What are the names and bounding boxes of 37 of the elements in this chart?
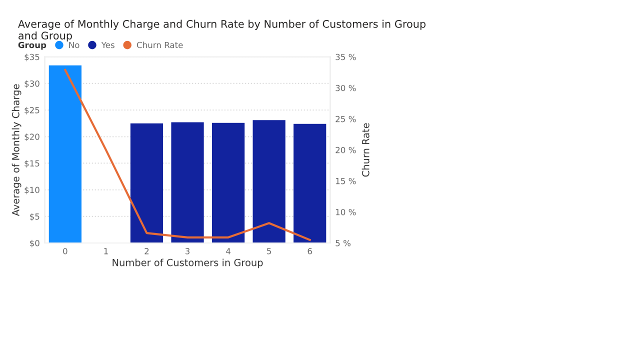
y2-axis-title: Churn Rate [362,123,370,177]
y2-tick-label: 35 % [336,54,356,60]
bar [294,124,326,243]
y2-tick-label: 5 % [336,240,351,246]
x-tick-label: 3 [186,248,190,254]
y-tick-label: $15 [24,160,40,168]
y2-tick-label: 25 % [336,116,356,122]
legend-title: Group [18,42,46,50]
y-tick-label: $20 [24,133,40,142]
x-tick-label: 1 [104,248,108,254]
legend-label: No [69,42,80,48]
y-axis-title: Average of Monthly Charge [12,84,22,216]
legend-label: Churn Rate [136,42,183,48]
x-tick-label: 2 [144,248,149,254]
y-tick-label: $35 [24,54,40,62]
chart-title: Average of Monthly Charge and Churn Rate by Number of Customers in Group and Group [18,20,426,42]
y2-tick-label: 10 % [336,208,356,216]
y-tick-label: $5 [30,213,40,221]
bar [212,122,245,243]
bar [130,123,164,243]
y-tick-label: $25 [24,106,40,114]
y2-tick-label: 20 % [336,146,356,154]
bar [171,122,204,243]
y-tick-label: $30 [24,80,40,88]
x-axis-title: Number of Customers in Group [112,258,263,268]
y2-tick-label: 15 % [336,178,356,184]
x-tick-label: 5 [267,248,271,254]
line-series [64,68,311,241]
x-tick-label: 6 [308,248,312,254]
x-tick-label: 4 [226,248,230,254]
x-tick-label: 0 [63,248,68,254]
y-tick-label: $0 [30,240,40,248]
legend-label: Yes [101,42,114,48]
bar [48,65,82,243]
y-tick-label: $10 [24,186,40,194]
bar [252,120,286,243]
y2-tick-label: 30 % [336,84,356,92]
